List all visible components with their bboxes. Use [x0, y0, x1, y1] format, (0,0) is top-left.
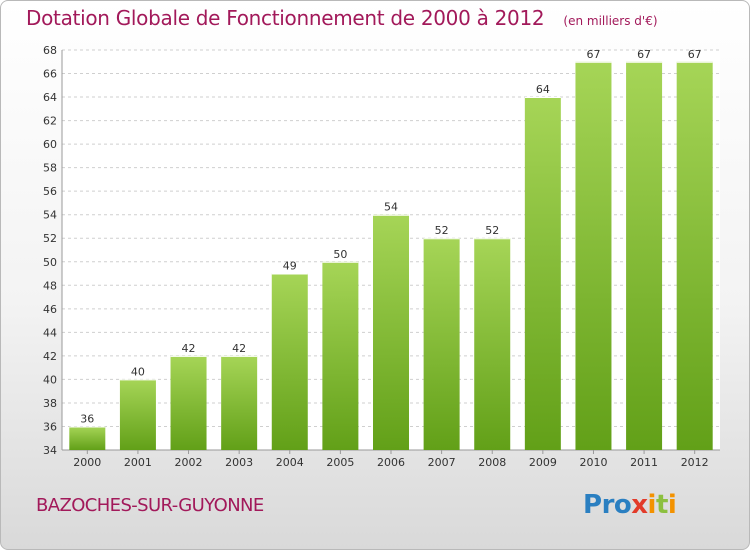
data-label: 49: [283, 260, 297, 273]
x-tick-label: 2012: [681, 456, 709, 469]
bar: [69, 426, 106, 450]
logo-letter: t: [655, 490, 668, 520]
bar: [423, 238, 460, 450]
x-tick-label: 2009: [529, 456, 557, 469]
y-tick-label: 38: [43, 397, 57, 410]
bar: [373, 214, 409, 450]
data-label: 67: [637, 48, 651, 61]
y-tick-label: 66: [43, 68, 57, 81]
y-tick-label: 60: [43, 138, 57, 151]
x-tick-label: 2006: [377, 456, 405, 469]
y-tick-label: 42: [43, 350, 57, 363]
y-tick-label: 62: [43, 115, 57, 128]
bar: [170, 355, 207, 450]
logo-letter: i: [647, 490, 657, 520]
y-tick-label: 64: [43, 91, 57, 104]
bar: [474, 238, 511, 450]
y-tick-label: 48: [43, 279, 57, 292]
data-label: 67: [586, 48, 600, 61]
x-tick-label: 2005: [326, 456, 354, 469]
commune-name: BAZOCHES-SUR-GUYONNE: [36, 495, 264, 516]
logo-letter: P: [583, 490, 602, 520]
y-tick-label: 34: [43, 444, 57, 457]
title-row: Dotation Globale de Fonctionnement de 20…: [26, 6, 658, 30]
bar: [322, 261, 359, 450]
y-tick-label: 54: [43, 209, 57, 222]
x-tick-label: 2011: [630, 456, 658, 469]
y-tick-label: 50: [43, 256, 57, 269]
bar: [626, 61, 663, 450]
data-label: 36: [80, 412, 94, 425]
data-label: 67: [688, 48, 702, 61]
y-tick-label: 56: [43, 185, 57, 198]
y-tick-label: 52: [43, 232, 57, 245]
bar: [119, 379, 156, 450]
data-label: 54: [384, 201, 398, 214]
x-tick-label: 2010: [579, 456, 607, 469]
y-tick-label: 58: [43, 162, 57, 175]
data-label: 52: [485, 224, 499, 237]
x-tick-label: 2001: [124, 456, 152, 469]
x-tick-label: 2003: [225, 456, 253, 469]
x-tick-label: 2004: [276, 456, 304, 469]
x-tick-label: 2000: [73, 456, 101, 469]
y-tick-label: 46: [43, 303, 57, 316]
proxiti-logo: Proxiti: [583, 490, 677, 520]
x-tick-label: 2008: [478, 456, 506, 469]
logo-letter: o: [613, 490, 632, 520]
bar: [271, 273, 308, 450]
bar: [575, 61, 612, 450]
data-label: 42: [232, 342, 246, 355]
bar: [221, 355, 258, 450]
logo-letter: x: [631, 490, 648, 520]
data-label: 40: [131, 365, 145, 378]
data-label: 42: [182, 342, 196, 355]
data-label: 64: [536, 83, 550, 96]
data-label: 52: [435, 224, 449, 237]
logo-letter: i: [667, 490, 677, 520]
y-tick-label: 68: [43, 44, 57, 57]
data-label: 50: [333, 248, 347, 261]
y-tick-label: 36: [43, 420, 57, 433]
chart-title: Dotation Globale de Fonctionnement de 20…: [26, 6, 545, 30]
bar: [676, 61, 713, 450]
x-tick-label: 2007: [428, 456, 456, 469]
bar: [524, 97, 561, 450]
x-tick-label: 2002: [175, 456, 203, 469]
logo-letter: r: [601, 490, 615, 520]
y-tick-label: 44: [43, 326, 57, 339]
chart-subtitle: (en milliers d'€): [563, 14, 658, 28]
y-tick-label: 40: [43, 373, 57, 386]
